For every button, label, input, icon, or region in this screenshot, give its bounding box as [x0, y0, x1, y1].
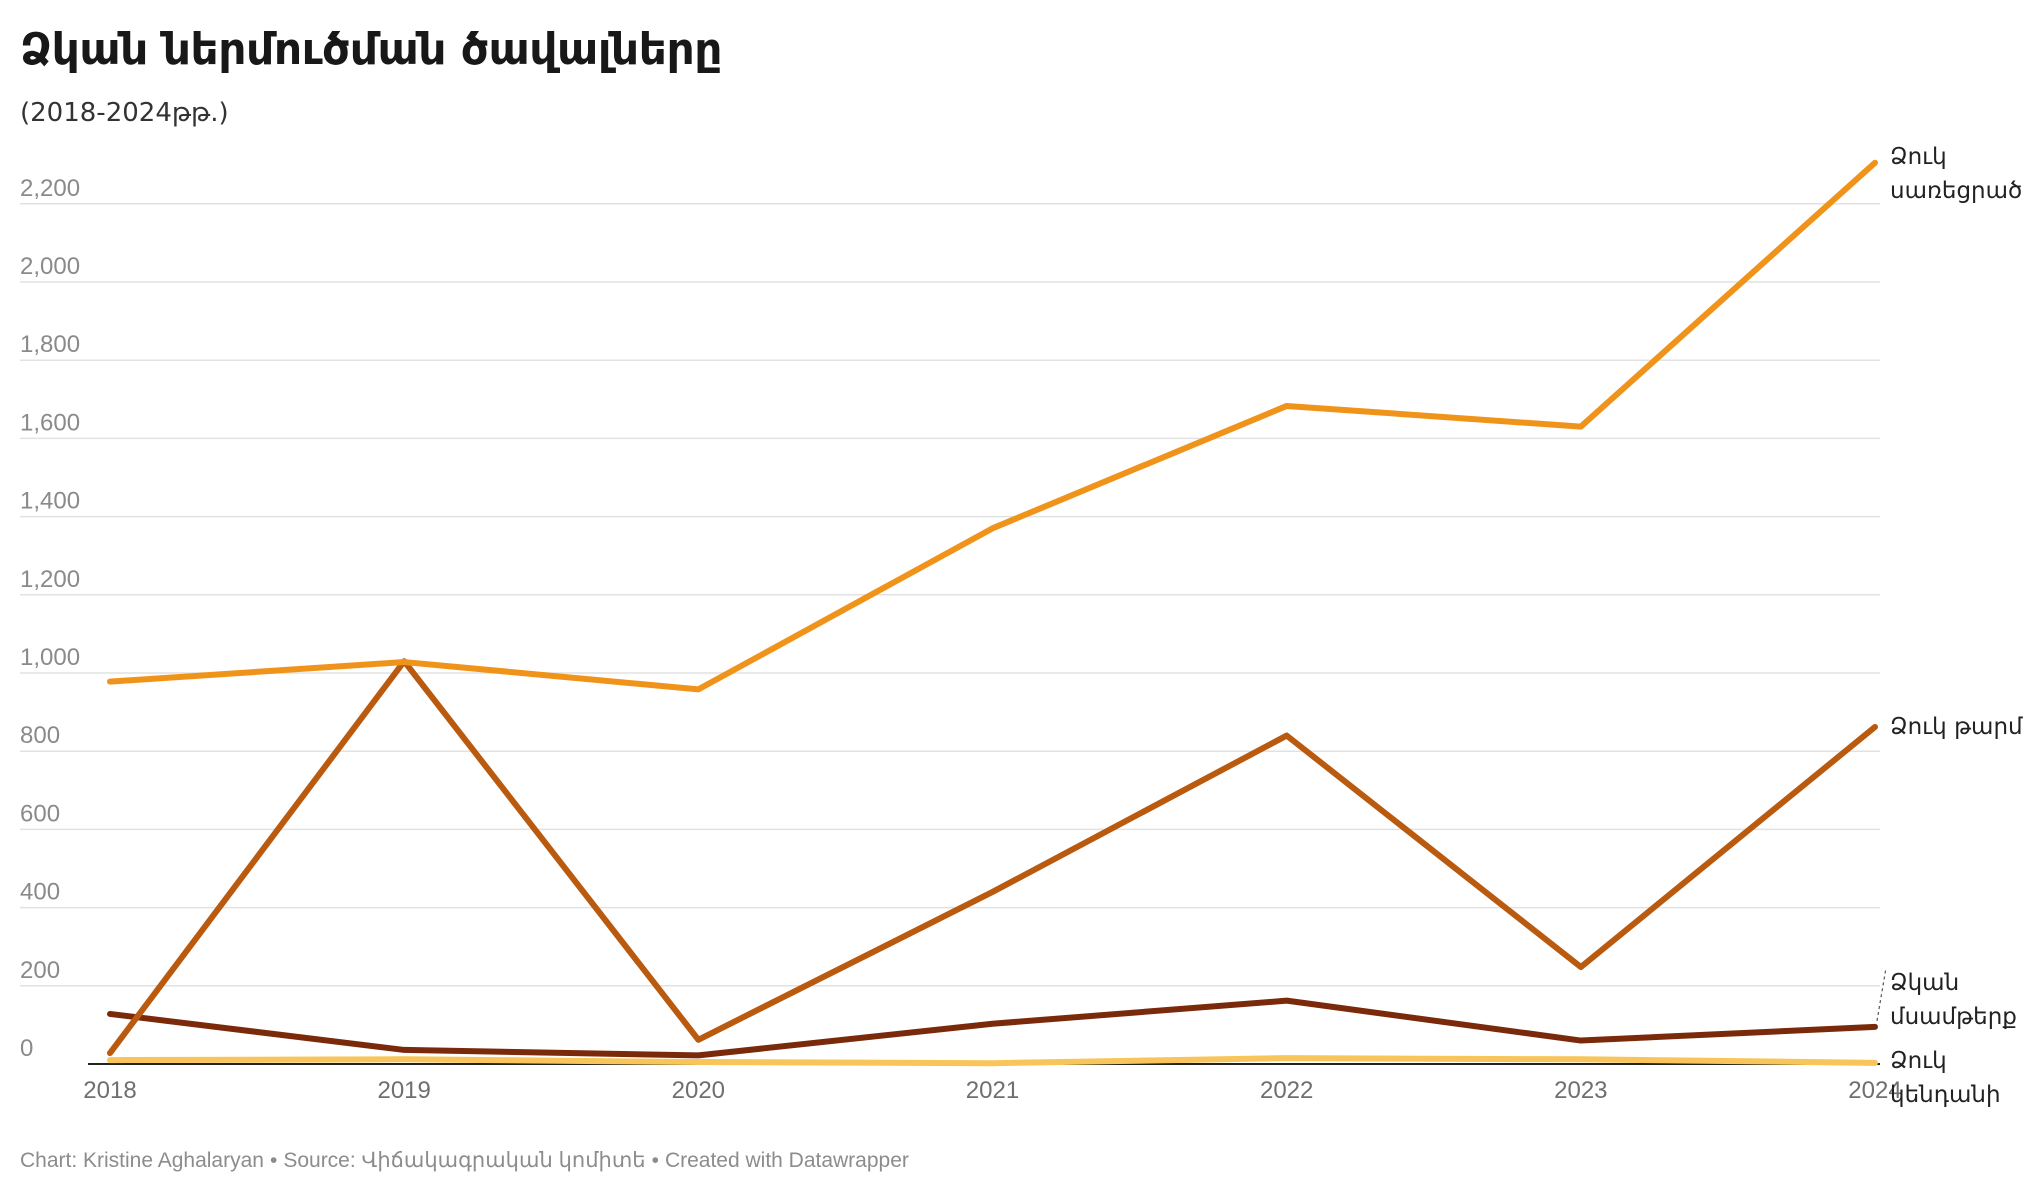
series-line: [107, 159, 1878, 693]
label-connector: [1876, 967, 1887, 1021]
series-label-line: մսամթերք: [1890, 1004, 2017, 1030]
x-tick-label: 2019: [377, 1077, 430, 1104]
series-line: [107, 997, 1878, 1059]
series-label-line: Ձուկ: [1890, 1048, 1947, 1074]
series-label-line: կենդանի: [1890, 1082, 2001, 1108]
chart-title: Ձկան ներմուծման ծավալները: [20, 24, 722, 75]
y-tick-label: 0: [20, 1035, 33, 1062]
series-label-line: Ձուկ թարմ: [1890, 714, 2023, 740]
series-label-line: Ձկան: [1890, 970, 1959, 996]
series-line: [107, 658, 1878, 1057]
x-tick-label: 2020: [672, 1077, 725, 1104]
chart-credit: Chart: Kristine Aghalaryan: [20, 1149, 264, 1172]
x-tick-label: 2024: [1848, 1077, 1901, 1104]
line-chart: 0 200 400 600 800 1,000 1,200 1,400 1,600 1,800 2,…: [20, 144, 2023, 1108]
series-lines: [107, 159, 1878, 1067]
footer-separator: •: [269, 1149, 278, 1172]
gridlines: [20, 203, 1880, 987]
y-tick-label: 1,000: [20, 644, 80, 671]
x-tick-label: 2023: [1554, 1077, 1607, 1104]
y-tick-label: 1,800: [20, 331, 80, 358]
x-tick-label: 2022: [1260, 1077, 1313, 1104]
series-label: Ձկան մսամթերք: [1890, 970, 2017, 1030]
x-tick-label: 2018: [83, 1077, 136, 1104]
footer-separator: •: [651, 1149, 659, 1172]
series-line: [107, 1055, 1878, 1067]
y-tick-label: 2,000: [20, 253, 80, 280]
series-label: Ձուկ թարմ: [1890, 714, 2023, 740]
y-tick-label: 1,600: [20, 409, 80, 436]
series-label: Ձուկ սառեցրած: [1890, 144, 2022, 204]
y-tick-label: 2,200: [20, 175, 80, 202]
chart-source: Source: Վիճակագրական կոմիտե: [283, 1149, 646, 1172]
series-label: Ձուկ կենդանի: [1890, 1048, 2001, 1108]
y-tick-label: 200: [20, 957, 60, 984]
y-tick-label: 400: [20, 879, 60, 906]
x-tick-label: 2021: [966, 1077, 1019, 1104]
y-tick-label: 1,400: [20, 488, 80, 515]
y-tick-label: 1,200: [20, 566, 80, 593]
series-label-line: Ձուկ: [1890, 144, 1947, 170]
y-tick-label: 600: [20, 800, 60, 827]
chart-footer: Chart: Kristine Aghalaryan • Source: Վիճակ…: [20, 1148, 909, 1173]
series-labels: Ձուկ սառեցրած Ձուկ թարմ Ձկան մսամթերք Ձուկ կեն…: [1876, 144, 2023, 1108]
created-with: Created with Datawrapper: [664, 1149, 909, 1172]
chart-subtitle: (2018-2024թթ.): [20, 98, 229, 128]
y-tick-label: 800: [20, 722, 60, 749]
y-axis: 0 200 400 600 800 1,000 1,200 1,400 1,600 1,800 2,…: [20, 175, 80, 1062]
x-axis: 2018 2019 2020 2021 2022 2023 2024: [83, 1063, 1902, 1104]
series-label-line: սառեցրած: [1890, 178, 2022, 204]
